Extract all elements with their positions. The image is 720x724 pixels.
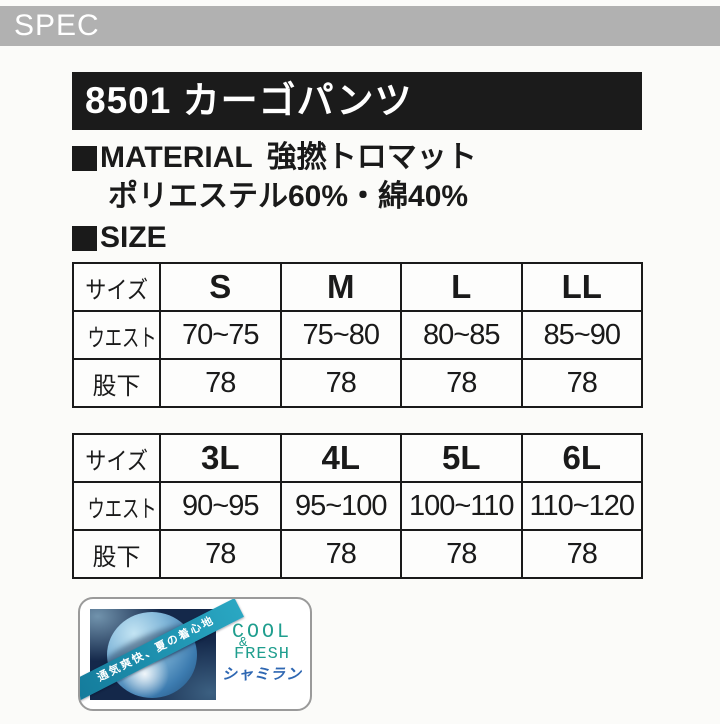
material-fabric-name: 強撚トロマット [266,141,477,174]
row-header-size: サイズ [72,433,161,483]
inseam-cell: 78 [520,358,643,408]
product-title: 8501 カーゴパンツ [85,80,413,121]
waist-row: ウエスト 70~75 75~80 80~85 85~90 [72,310,643,360]
logo-ampersand: & [239,635,248,651]
material-section: MATERIAL 強撚トロマット ポリエステル60%・綿40% SIZE [72,139,477,257]
waist-row: ウエスト 90~95 95~100 100~110 110~120 [72,481,643,531]
material-heading-line: MATERIAL 強撚トロマット [72,139,477,177]
row-header-inseam: 股下 [72,358,161,408]
inseam-cell: 78 [279,529,402,579]
size-table-3l-to-6l: サイズ 3L 4L 5L 6L ウエスト 90~95 95~100 100~11… [72,433,643,579]
row-header-waist: ウエスト [72,481,161,531]
size-cell: 3L [159,433,282,483]
size-cell: 6L [520,433,643,483]
waist-cell: 110~120 [520,481,643,531]
waist-cell: 95~100 [279,481,402,531]
waist-cell: 85~90 [520,310,643,360]
waist-cell: 90~95 [159,481,282,531]
size-heading: SIZE [100,221,167,254]
waist-cell: 75~80 [279,310,402,360]
size-heading-line: SIZE [72,219,477,257]
size-row: サイズ S M L LL [72,262,643,312]
inseam-row: 股下 78 78 78 78 [72,529,643,579]
spec-section-label: SPEC [14,9,100,42]
waist-cell: 80~85 [400,310,523,360]
inseam-cell: 78 [159,358,282,408]
waist-cell: 70~75 [159,310,282,360]
size-cell: 4L [279,433,402,483]
inseam-cell: 78 [400,529,523,579]
inseam-row: 股下 78 78 78 78 [72,358,643,408]
product-title-bar: 8501 カーゴパンツ [72,72,642,130]
size-cell: S [159,262,282,312]
black-square-bullet-icon [72,225,97,251]
logo-cool-text: COOL [231,621,292,644]
logo-fresh-text: FRESH [233,645,290,664]
size-table-s-to-ll: サイズ S M L LL ウエスト 70~75 75~80 80~85 85~9… [72,262,643,408]
logo-wordmark: COOL & FRESH シャミラン [218,621,306,684]
size-cell: M [279,262,402,312]
spec-section-bar: SPEC [0,6,720,46]
logo-brand-name: シャミラン [221,666,302,683]
material-composition: ポリエステル60%・綿40% [108,180,469,213]
inseam-cell: 78 [159,529,282,579]
row-header-size: サイズ [72,262,161,312]
waist-cell: 100~110 [400,481,523,531]
size-cell: L [400,262,523,312]
inseam-cell: 78 [400,358,523,408]
size-cell: LL [520,262,643,312]
inseam-cell: 78 [520,529,643,579]
inseam-cell: 78 [279,358,402,408]
row-header-waist: ウエスト [72,310,161,360]
material-heading: MATERIAL [100,141,253,174]
cool-fresh-fabric-logo: 通気爽快、夏の着心地 COOL & FRESH シャミラン [78,597,312,711]
row-header-inseam: 股下 [72,529,161,579]
size-row: サイズ 3L 4L 5L 6L [72,433,643,483]
size-cell: 5L [400,433,523,483]
black-square-bullet-icon [72,145,97,171]
